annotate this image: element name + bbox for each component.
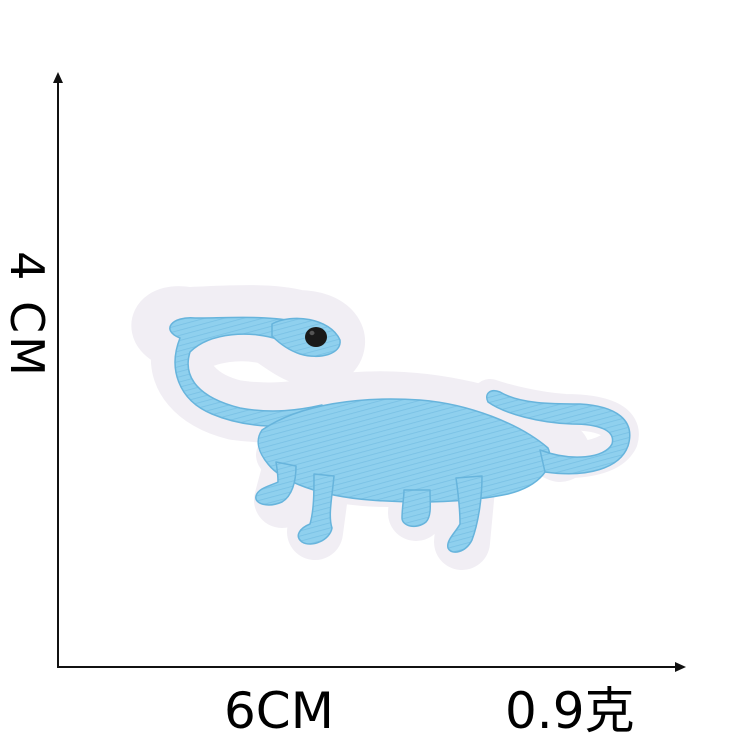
patch-fill (169, 316, 631, 553)
height-label-text: 4 CM (0, 250, 55, 379)
vertical-axis (53, 72, 63, 668)
eye-icon (305, 327, 327, 347)
width-label: 6CM (224, 682, 334, 740)
horizontal-axis-arrow (675, 662, 686, 672)
horizontal-axis (58, 662, 686, 672)
height-label: 4 CM (0, 232, 55, 397)
vertical-axis-arrow (53, 72, 63, 83)
weight-label: 0.9克 (505, 682, 635, 740)
eye-highlight (309, 330, 315, 336)
dinosaur-patch (131, 285, 639, 570)
